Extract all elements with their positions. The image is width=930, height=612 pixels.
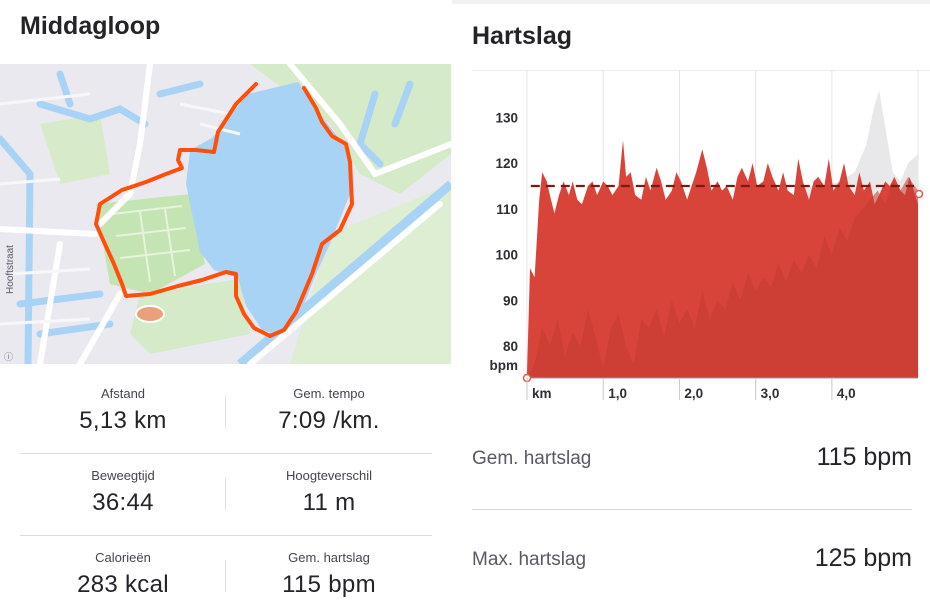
stats-row: Beweegtijd 36:44 Hoogteverschil 11 m xyxy=(20,454,432,536)
heart-rate-zone-area xyxy=(527,176,918,378)
stat-divider xyxy=(225,396,226,428)
top-bar xyxy=(452,0,930,4)
stat-label: Beweegtijd xyxy=(91,468,155,483)
stat-elevation-gain: Hoogteverschil 11 m xyxy=(226,468,432,517)
summary-value: 125 bpm xyxy=(814,544,912,572)
stat-value: 7:09 /km. xyxy=(278,407,380,434)
x-tick-label: 3,0 xyxy=(761,386,780,401)
stat-divider xyxy=(225,560,226,592)
summary-max-heart-rate: Max. hartslag 125 bpm xyxy=(472,511,912,611)
running-track xyxy=(135,305,165,323)
stat-label: Gem. hartslag xyxy=(288,550,370,565)
summary-label: Gem. hartslag xyxy=(472,448,592,469)
stat-value: 36:44 xyxy=(92,489,154,516)
route-polyline xyxy=(94,82,354,338)
stat-calories: Calorieën 283 kcal xyxy=(20,550,226,599)
stat-distance: Afstand 5,13 km xyxy=(20,386,226,435)
street-label-hoofdstraat: Hooftstraat xyxy=(4,245,16,294)
activity-panel: Middagloop xyxy=(0,0,451,612)
activity-title: Middagloop xyxy=(20,12,161,40)
route-map-canvas xyxy=(0,64,451,364)
stats-row: Afstand 5,13 km Gem. tempo 7:09 /km. xyxy=(20,372,432,454)
summary-avg-heart-rate: Gem. hartslag 115 bpm xyxy=(472,410,912,510)
stats-row: Calorieën 283 kcal Gem. hartslag 115 bpm xyxy=(20,536,432,612)
park-south xyxy=(130,279,250,354)
stat-moving-time: Beweegtijd 36:44 xyxy=(20,468,226,517)
stat-divider xyxy=(225,478,226,510)
summary-label: Max. hartslag xyxy=(472,549,587,570)
y-tick-label: 100 xyxy=(495,248,518,263)
panel-gap xyxy=(451,0,452,612)
map-attribution-icon[interactable]: ⓘ xyxy=(4,352,14,362)
stat-label: Afstand xyxy=(100,386,146,401)
y-tick-label: 90 xyxy=(503,293,518,308)
heart-rate-panel: Hartslag 80 90 100 110 120 130 bpm km 1,0 2,0 3,0 4… xyxy=(452,0,930,612)
stat-avg-heart-rate: Gem. hartslag 115 bpm xyxy=(226,550,432,599)
stat-value: 283 kcal xyxy=(77,571,169,598)
y-tick-label: 130 xyxy=(495,110,518,125)
route-map[interactable]: Hooftstraat weg ⓘ xyxy=(0,64,451,364)
stat-value: 11 m xyxy=(302,489,356,516)
stats-grid: Afstand 5,13 km Gem. tempo 7:09 /km. Bew… xyxy=(20,372,432,612)
y-tick-label: 120 xyxy=(495,156,518,171)
stat-value: 115 bpm xyxy=(282,571,376,598)
stat-value: 5,13 km xyxy=(79,407,167,434)
sports-fields xyxy=(96,194,205,294)
heart-rate-chart[interactable]: 80 90 100 110 120 130 bpm km 1,0 2,0 3,0 4,0 xyxy=(452,69,930,410)
heart-rate-title: Hartslag xyxy=(472,22,573,50)
stat-label: Gem. tempo xyxy=(293,386,365,401)
x-tick-label: 1,0 xyxy=(608,386,627,401)
stat-label: Hoogteverschil xyxy=(286,468,372,483)
y-tick-label: 80 xyxy=(503,339,518,354)
stat-label: Calorieën xyxy=(95,550,151,565)
summary-value: 115 bpm xyxy=(816,443,912,471)
x-tick-label: 4,0 xyxy=(837,386,856,401)
x-tick-label: km xyxy=(532,386,552,401)
stat-pace: Gem. tempo 7:09 /km. xyxy=(226,386,432,435)
x-tick-label: 2,0 xyxy=(684,386,703,401)
y-tick-label: 110 xyxy=(496,202,518,217)
park-northwest xyxy=(40,114,110,184)
scrub-end-handle xyxy=(914,189,924,199)
y-axis-unit-label: bpm xyxy=(490,358,519,373)
